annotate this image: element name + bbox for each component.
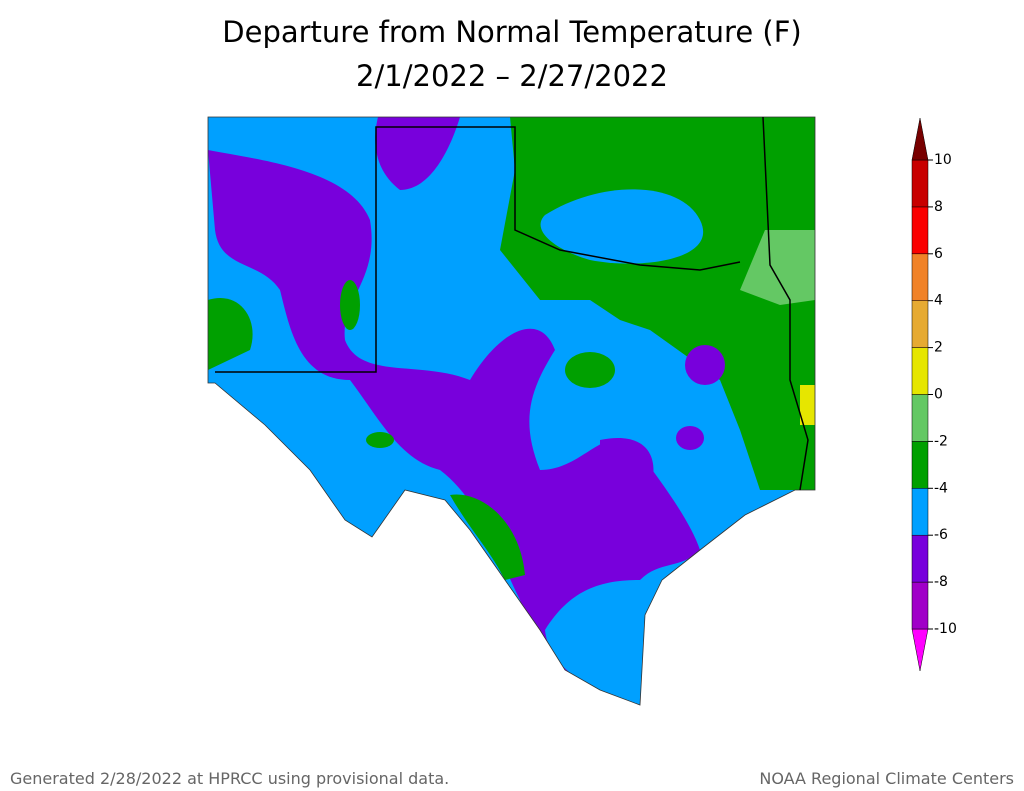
legend-swatch bbox=[911, 206, 929, 255]
footer-left: Generated 2/28/2022 at HPRCC using provi… bbox=[10, 769, 449, 788]
legend-swatch bbox=[911, 347, 929, 395]
legend-swatch bbox=[911, 394, 929, 442]
title-line: 2/1/2022 – 2/27/2022 bbox=[356, 59, 668, 93]
state-border bbox=[762, 116, 809, 491]
legend-tick-label: -6 bbox=[934, 527, 948, 543]
legend-swatch bbox=[911, 581, 929, 630]
title-line: Departure from Normal Temperature (F) bbox=[222, 15, 801, 49]
color-legend: -10 -8 -6 -4 -2 0 2 4 6 8 10 bbox=[911, 117, 957, 672]
legend-tick-label: 0 bbox=[934, 387, 943, 403]
footer-right: NOAA Regional Climate Centers bbox=[759, 769, 1014, 788]
legend-tick-label: -10 bbox=[934, 621, 957, 637]
legend-swatch bbox=[911, 300, 929, 348]
legend-tick-label: -2 bbox=[934, 433, 948, 449]
legend-tick-label: 2 bbox=[934, 340, 943, 356]
legend-arrow bbox=[911, 117, 929, 161]
region-outline bbox=[207, 116, 816, 706]
legend-swatch bbox=[911, 253, 929, 301]
legend-tick-label: -4 bbox=[934, 480, 948, 496]
legend-swatch bbox=[911, 534, 929, 583]
legend-arrow bbox=[911, 628, 929, 672]
legend-tick-label: 10 bbox=[934, 152, 952, 168]
state-border bbox=[215, 126, 741, 373]
temperature-map bbox=[208, 117, 815, 705]
legend-tick-label: -8 bbox=[934, 574, 948, 590]
legend-tick-label: 4 bbox=[934, 293, 943, 309]
legend-swatch bbox=[911, 441, 929, 489]
legend-tick-label: 6 bbox=[934, 246, 943, 262]
legend-swatch bbox=[911, 159, 929, 208]
legend-tick-label: 8 bbox=[934, 199, 943, 215]
legend-swatch bbox=[911, 488, 929, 536]
